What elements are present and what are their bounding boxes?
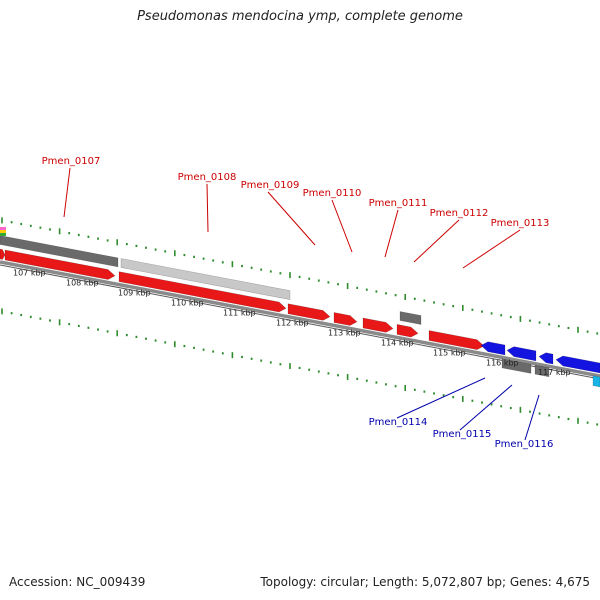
gene-label: Pmen_0112 bbox=[430, 208, 489, 219]
feature-swatch bbox=[0, 230, 6, 233]
reverse-cds-arrow bbox=[506, 346, 537, 362]
scale-label: 111 kbp bbox=[223, 308, 256, 317]
leader-line bbox=[267, 191, 316, 246]
leader-line bbox=[396, 377, 486, 419]
gene-label: Pmen_0111 bbox=[369, 198, 428, 209]
reverse-gene-block bbox=[501, 358, 532, 374]
gene-label: Pmen_0107 bbox=[42, 156, 101, 167]
forward-gene-block bbox=[0, 235, 119, 268]
genome-summary-text: Topology: circular; Length: 5,072,807 bp… bbox=[260, 575, 590, 589]
scale-label: 114 kbp bbox=[381, 338, 414, 347]
feature-swatch bbox=[0, 227, 6, 230]
leader-line bbox=[206, 183, 209, 233]
leader-line bbox=[331, 199, 353, 253]
backbone-line bbox=[0, 260, 600, 378]
forward-cds-arrow bbox=[396, 324, 419, 338]
backbone-shadow bbox=[0, 264, 600, 380]
reverse-cds-arrow bbox=[555, 355, 600, 374]
gene-label: Pmen_0116 bbox=[495, 439, 554, 450]
reverse-gene-block bbox=[534, 364, 550, 378]
gene-label: Pmen_0109 bbox=[241, 180, 300, 191]
scale-label: 112 kbp bbox=[276, 318, 309, 327]
scale-label: 115 kbp bbox=[433, 348, 466, 357]
reverse-rna-block bbox=[592, 375, 600, 388]
scale-label: 110 kbp bbox=[171, 298, 204, 307]
leader-line bbox=[524, 394, 540, 441]
scale-label: 109 kbp bbox=[118, 288, 151, 297]
map-title: Pseudomonas mendocina ymp, complete geno… bbox=[137, 9, 463, 24]
forward-gene-block bbox=[399, 311, 422, 325]
gene-label: Pmen_0115 bbox=[433, 429, 492, 440]
reverse-cds-arrow bbox=[538, 352, 554, 365]
backbone-layer bbox=[0, 260, 600, 380]
forward-cds-arrow bbox=[0, 248, 6, 260]
forward-cds-arrow bbox=[362, 317, 394, 333]
feature-swatch bbox=[0, 233, 6, 236]
gene-label: Pmen_0110 bbox=[303, 188, 362, 199]
leader-line bbox=[63, 167, 71, 218]
gene-layer bbox=[0, 227, 600, 388]
leader-line bbox=[459, 384, 513, 431]
accession-text: Accession: NC_009439 bbox=[9, 575, 146, 589]
leader-line bbox=[462, 229, 521, 269]
forward-cds-arrow bbox=[287, 303, 331, 321]
scale-label: 107 kbp bbox=[13, 268, 46, 277]
leader-line bbox=[413, 219, 460, 263]
label-layer: 107 kbp 108 kbp 109 kbp 110 kbp 111 kbp 112 k… bbox=[13, 156, 571, 450]
gene-label: Pmen_0113 bbox=[491, 218, 550, 229]
reverse-cds-arrow bbox=[480, 341, 506, 356]
scale-label: 113 kbp bbox=[328, 328, 361, 337]
leader-line-layer bbox=[63, 167, 540, 441]
scale-label: 116 kbp bbox=[486, 358, 519, 367]
forward-cds-arrow bbox=[118, 271, 287, 313]
forward-cds-arrow bbox=[428, 330, 485, 350]
tick-layer bbox=[1, 217, 599, 426]
forward-cds-arrow bbox=[333, 312, 358, 326]
scale-label: 108 kbp bbox=[66, 279, 99, 288]
scale-label: 117 kbp bbox=[538, 368, 571, 377]
forward-gene-block bbox=[120, 258, 291, 300]
forward-cds-arrow bbox=[4, 249, 116, 280]
gene-label: Pmen_0108 bbox=[178, 172, 237, 183]
gene-label: Pmen_0114 bbox=[369, 417, 428, 428]
leader-line bbox=[384, 209, 399, 258]
